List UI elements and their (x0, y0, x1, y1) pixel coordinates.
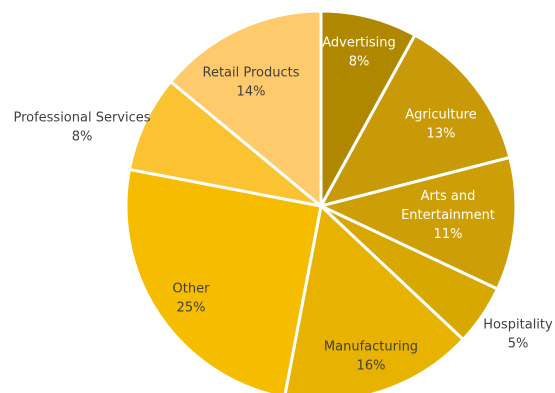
pie-slice-professional-services (127, 79, 322, 208)
pie-slices (124, 9, 518, 393)
slice-percent: 5% (508, 337, 529, 352)
data-label-hospitality: Hospitality 5% (483, 318, 553, 352)
slice-category: Hospitality (483, 318, 553, 333)
slice-percent: 11% (434, 227, 463, 242)
slice-percent: 16% (357, 359, 386, 374)
data-label-agriculture: Agriculture 13% (405, 108, 477, 142)
data-label-other: Other 25% (173, 282, 211, 316)
pie-slice-advertising (319, 9, 417, 207)
slice-category: Entertainment (401, 208, 495, 223)
slice-category: Retail Products (203, 66, 300, 81)
slice-percent: 8% (72, 130, 93, 145)
slice-category: Manufacturing (324, 340, 418, 355)
slice-percent: 14% (237, 85, 266, 100)
slice-category: Other (173, 282, 211, 297)
data-label-arts-and-entertainment: Arts and Entertainment 11% (401, 189, 495, 242)
pie-slice-agriculture (318, 33, 512, 209)
slice-percent: 25% (177, 301, 206, 316)
slice-category: Agriculture (405, 108, 477, 123)
pie-labels: Advertising 8% Agriculture 13% Arts and Enter… (13, 36, 553, 374)
data-label-advertising: Advertising 8% (322, 36, 396, 70)
pie-slice-retail-products (168, 9, 323, 210)
data-label-professional-services: Professional Services 8% (13, 111, 150, 145)
pie-slice-arts-and-entertainment (316, 155, 518, 292)
data-label-manufacturing: Manufacturing 16% (324, 340, 418, 374)
slice-category: Arts and (421, 189, 476, 204)
slice-category: Advertising (322, 36, 396, 51)
slice-percent: 8% (349, 55, 370, 70)
pie-slice-other (124, 167, 323, 393)
slice-percent: 13% (427, 127, 456, 142)
pie-slice-manufacturing (283, 203, 466, 393)
slice-category: Professional Services (13, 111, 150, 126)
data-label-retail-products: Retail Products 14% (203, 66, 300, 100)
